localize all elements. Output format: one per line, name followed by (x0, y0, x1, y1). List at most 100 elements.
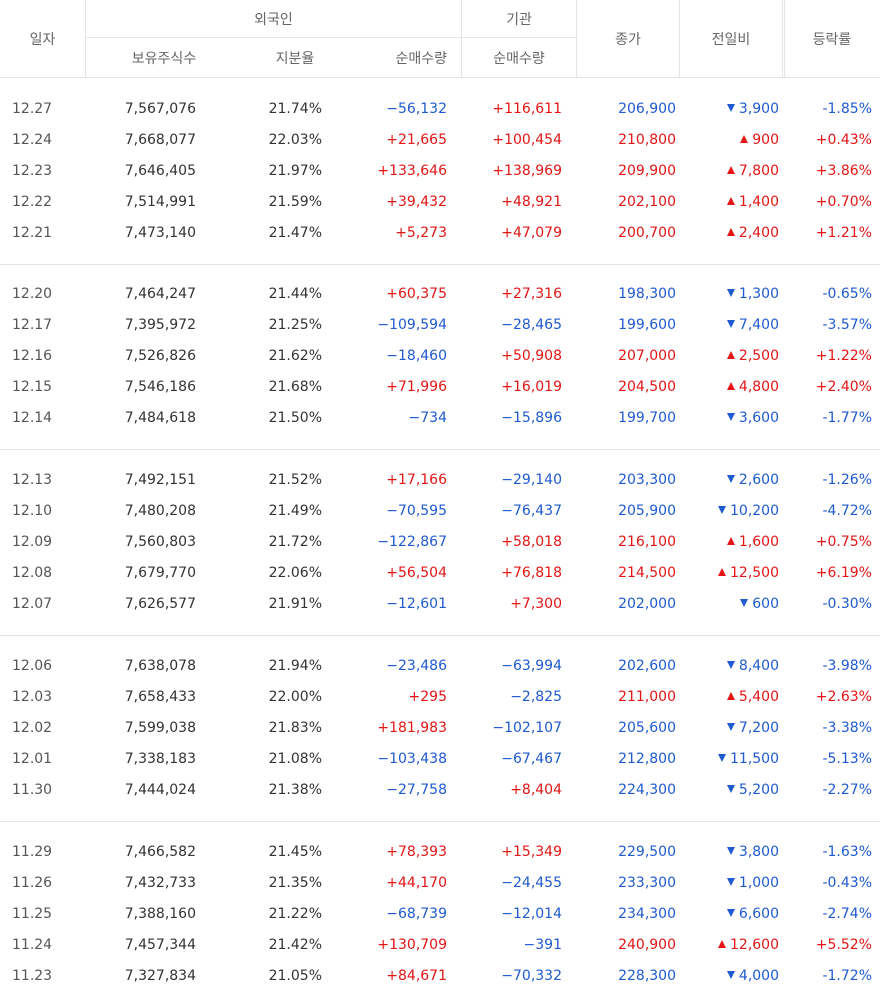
header-bottom-border (0, 77, 880, 78)
cell-inst-net: −15,896 (501, 410, 562, 426)
header-date: 일자 (29, 31, 56, 48)
cell-ratio: 21.22% (268, 906, 322, 922)
cell-date: 12.22 (12, 194, 53, 210)
cell-foreign-net: +56,504 (386, 565, 447, 581)
change-value: 7,800 (738, 163, 779, 179)
change-value: 900 (752, 132, 779, 148)
cell-close: 202,100 (618, 194, 676, 210)
cell-date: 12.09 (12, 534, 53, 550)
cell-holdings: 7,668,077 (124, 132, 196, 148)
table-row: 12.01 7,338,183 21.08% −103,438 −67,467 212,8… (0, 744, 880, 775)
cell-ratio: 22.00% (268, 689, 322, 705)
cell-change: 5,400 (680, 682, 779, 713)
cell-inst-net: +58,018 (501, 534, 562, 550)
cell-ratio: 21.59% (268, 194, 322, 210)
cell-rate: +0.70% (815, 194, 872, 210)
header-divider (679, 0, 680, 77)
cell-inst-net: −2,825 (510, 689, 562, 705)
triangle-up-icon (740, 135, 749, 143)
cell-inst-net: +48,921 (501, 194, 562, 210)
table-row: 12.14 7,484,618 21.50% −734 −15,896 199,700 3,… (0, 403, 880, 434)
change-value: 3,800 (738, 844, 779, 860)
cell-close: 203,300 (618, 472, 676, 488)
triangle-up-icon (726, 166, 735, 174)
table-row: 12.27 7,567,076 21.74% −56,132 +116,611 206,9… (0, 94, 880, 125)
cell-foreign-net: +71,996 (386, 379, 447, 395)
triangle-down-icon (726, 878, 735, 886)
cell-close: 212,800 (618, 751, 676, 767)
cell-ratio: 21.74% (268, 101, 322, 117)
table-row: 12.13 7,492,151 21.52% +17,166 −29,140 203,30… (0, 465, 880, 496)
cell-ratio: 21.35% (268, 875, 322, 891)
cell-change: 1,400 (680, 187, 779, 218)
cell-inst-net: −102,107 (492, 720, 562, 736)
cell-date: 12.07 (12, 596, 53, 612)
cell-foreign-net: +44,170 (386, 875, 447, 891)
cell-date: 12.15 (12, 379, 53, 395)
triangle-down-icon (726, 413, 735, 421)
change-value: 12,600 (730, 937, 779, 953)
triangle-down-icon (726, 475, 735, 483)
cell-close: 199,700 (618, 410, 676, 426)
cell-rate: -1.77% (822, 410, 872, 426)
cell-ratio: 21.62% (268, 348, 322, 364)
group-separator (0, 264, 880, 265)
header-foreign-net: 순매수량 (395, 50, 447, 67)
header-close: 종가 (615, 31, 641, 48)
cell-inst-net: +116,611 (492, 101, 562, 117)
cell-holdings: 7,464,247 (124, 286, 196, 302)
cell-rate: -4.72% (822, 503, 872, 519)
triangle-down-icon (726, 723, 735, 731)
triangle-down-icon (726, 971, 735, 979)
cell-ratio: 21.38% (268, 782, 322, 798)
change-value: 2,500 (738, 348, 779, 364)
cell-rate: -2.27% (822, 782, 872, 798)
change-value: 11,500 (730, 751, 779, 767)
cell-change: 4,800 (680, 372, 779, 403)
cell-rate: -3.57% (822, 317, 872, 333)
change-value: 1,300 (738, 286, 779, 302)
cell-inst-net: −70,332 (501, 968, 562, 984)
cell-inst-net: −29,140 (501, 472, 562, 488)
cell-change: 1,600 (680, 527, 779, 558)
header-institution-group: 기관 (506, 11, 532, 28)
table-row: 12.06 7,638,078 21.94% −23,486 −63,994 202,60… (0, 651, 880, 682)
cell-holdings: 7,388,160 (124, 906, 196, 922)
cell-foreign-net: +295 (408, 689, 447, 705)
table-row: 11.25 7,388,160 21.22% −68,739 −12,014 234,30… (0, 899, 880, 930)
cell-date: 12.10 (12, 503, 53, 519)
cell-date: 12.13 (12, 472, 53, 488)
change-value: 7,200 (738, 720, 779, 736)
triangle-down-icon (726, 289, 735, 297)
cell-close: 202,000 (618, 596, 676, 612)
cell-date: 12.20 (12, 286, 53, 302)
group-separator (0, 635, 880, 636)
cell-date: 12.03 (12, 689, 53, 705)
change-value: 8,400 (738, 658, 779, 674)
cell-date: 11.25 (12, 906, 53, 922)
cell-foreign-net: +5,273 (395, 225, 447, 241)
header-divider (86, 37, 576, 38)
triangle-up-icon (726, 351, 735, 359)
cell-inst-net: +76,818 (501, 565, 562, 581)
cell-date: 11.23 (12, 968, 53, 984)
cell-holdings: 7,658,433 (124, 689, 196, 705)
header-divider (576, 0, 577, 77)
cell-rate: +1.22% (815, 348, 872, 364)
table-row: 12.10 7,480,208 21.49% −70,595 −76,437 205,90… (0, 496, 880, 527)
cell-close: 204,500 (618, 379, 676, 395)
change-value: 600 (752, 596, 779, 612)
header-divider (85, 0, 86, 77)
cell-ratio: 22.03% (268, 132, 322, 148)
cell-ratio: 21.08% (268, 751, 322, 767)
cell-date: 11.24 (12, 937, 53, 953)
triangle-down-icon (718, 754, 726, 762)
cell-foreign-net: +78,393 (386, 844, 447, 860)
cell-date: 11.30 (12, 782, 53, 798)
cell-close: 200,700 (618, 225, 676, 241)
cell-rate: -1.63% (822, 844, 872, 860)
change-value: 7,400 (738, 317, 779, 333)
cell-change: 8,400 (680, 651, 779, 682)
triangle-up-icon (718, 940, 726, 948)
cell-holdings: 7,457,344 (124, 937, 196, 953)
